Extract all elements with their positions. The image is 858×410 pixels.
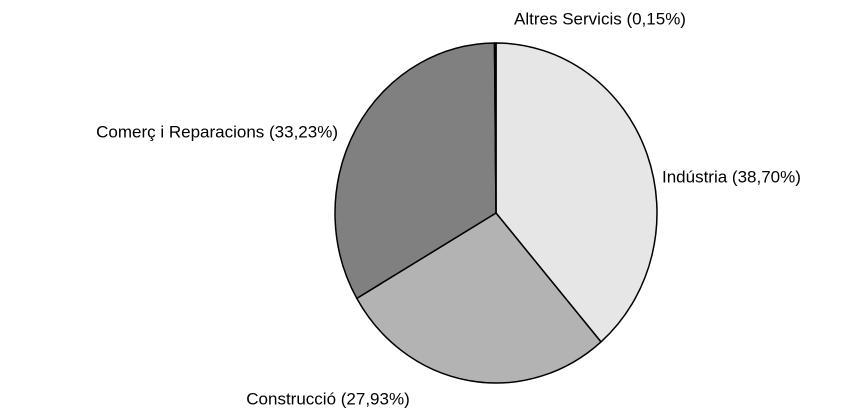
pie-slice [495,42,658,343]
slice-label: Comerç i Reparacions (33,23%) [96,122,338,141]
pie-slice [356,212,602,384]
pie-slice [493,42,497,214]
slice-label: Indústria (38,70%) [662,167,801,186]
slice-label: Altres Servicis (0,15%) [514,9,686,28]
slice-label: Construcció (27,93%) [246,389,409,408]
pie-slice [334,42,497,300]
